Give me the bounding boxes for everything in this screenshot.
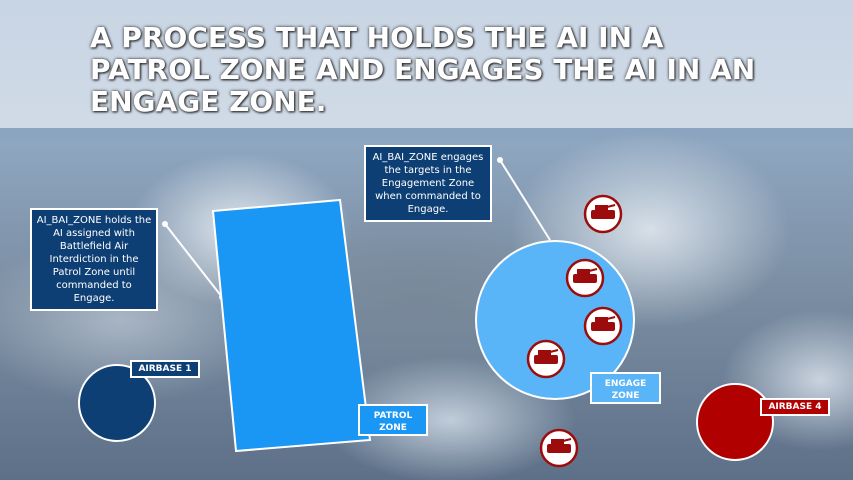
engage-callout-connector [499, 159, 551, 241]
patrol-callout: AI_BAI_ZONE holds the AI assigned with B… [30, 208, 158, 311]
tank-icon[interactable] [526, 339, 566, 379]
airbase-1[interactable] [78, 364, 156, 442]
engage-callout: AI_BAI_ZONE engages the targets in the E… [364, 145, 492, 222]
patrol-callout-connector [164, 223, 223, 298]
airbase-4[interactable] [696, 383, 774, 461]
patrol-zone-label: PATROL ZONE [358, 404, 428, 436]
patrol-zone[interactable] [211, 198, 372, 453]
title-band [0, 0, 853, 128]
slide-title: A PROCESS THAT HOLDS THE AI IN A PATROL … [90, 21, 756, 118]
tank-icon[interactable] [583, 194, 623, 234]
tank-icon[interactable] [565, 258, 605, 298]
airbase-1-label: AIRBASE 1 [130, 360, 200, 378]
airbase-4-label: AIRBASE 4 [760, 398, 830, 416]
tank-icon[interactable] [539, 428, 579, 468]
tank-icon[interactable] [583, 306, 623, 346]
engage-zone-label: ENGAGE ZONE [590, 372, 661, 404]
